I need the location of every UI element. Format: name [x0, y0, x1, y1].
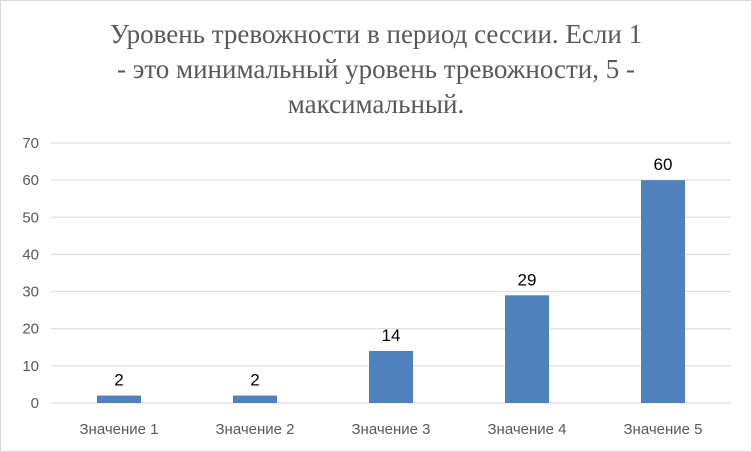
y-tick-label: 40: [22, 246, 39, 263]
bar: [97, 395, 141, 403]
y-axis-tick-labels: 0 10 20 30 40 50 60 70: [22, 135, 39, 412]
y-tick-label: 10: [22, 358, 39, 375]
bar: [641, 180, 685, 403]
bar: [233, 395, 277, 403]
bar: [505, 295, 549, 403]
y-tick-label: 70: [22, 135, 39, 152]
x-tick-label: Значение 3: [351, 421, 430, 438]
chart-title-line-3: максимальный.: [287, 89, 465, 119]
data-label: 29: [518, 270, 537, 289]
chart-title: Уровень тревожности в период сессии. Есл…: [41, 17, 711, 122]
x-axis-tick-labels: Значение 1 Значение 2 Значение 3 Значение 4…: [79, 421, 702, 438]
chart-title-line-1: Уровень тревожности в период сессии. Есл…: [109, 19, 643, 49]
y-tick-label: 0: [31, 395, 39, 412]
x-tick-label: Значение 2: [215, 421, 294, 438]
data-label: 60: [654, 155, 673, 174]
data-labels: 2 2 14 29 60: [114, 155, 672, 389]
bars: [97, 180, 685, 403]
y-tick-label: 60: [22, 172, 39, 189]
y-tick-label: 20: [22, 321, 39, 338]
y-tick-label: 50: [22, 209, 39, 226]
data-label: 14: [382, 326, 401, 345]
data-label: 2: [114, 371, 123, 390]
chart-title-line-2: - это минимальный уровень тревожности, 5…: [117, 54, 635, 84]
x-tick-label: Значение 1: [79, 421, 158, 438]
data-label: 2: [250, 371, 259, 390]
x-tick-label: Значение 5: [623, 421, 702, 438]
bar: [369, 351, 413, 403]
x-tick-label: Значение 4: [487, 421, 566, 438]
y-tick-label: 30: [22, 284, 39, 301]
gridlines: [51, 142, 731, 404]
